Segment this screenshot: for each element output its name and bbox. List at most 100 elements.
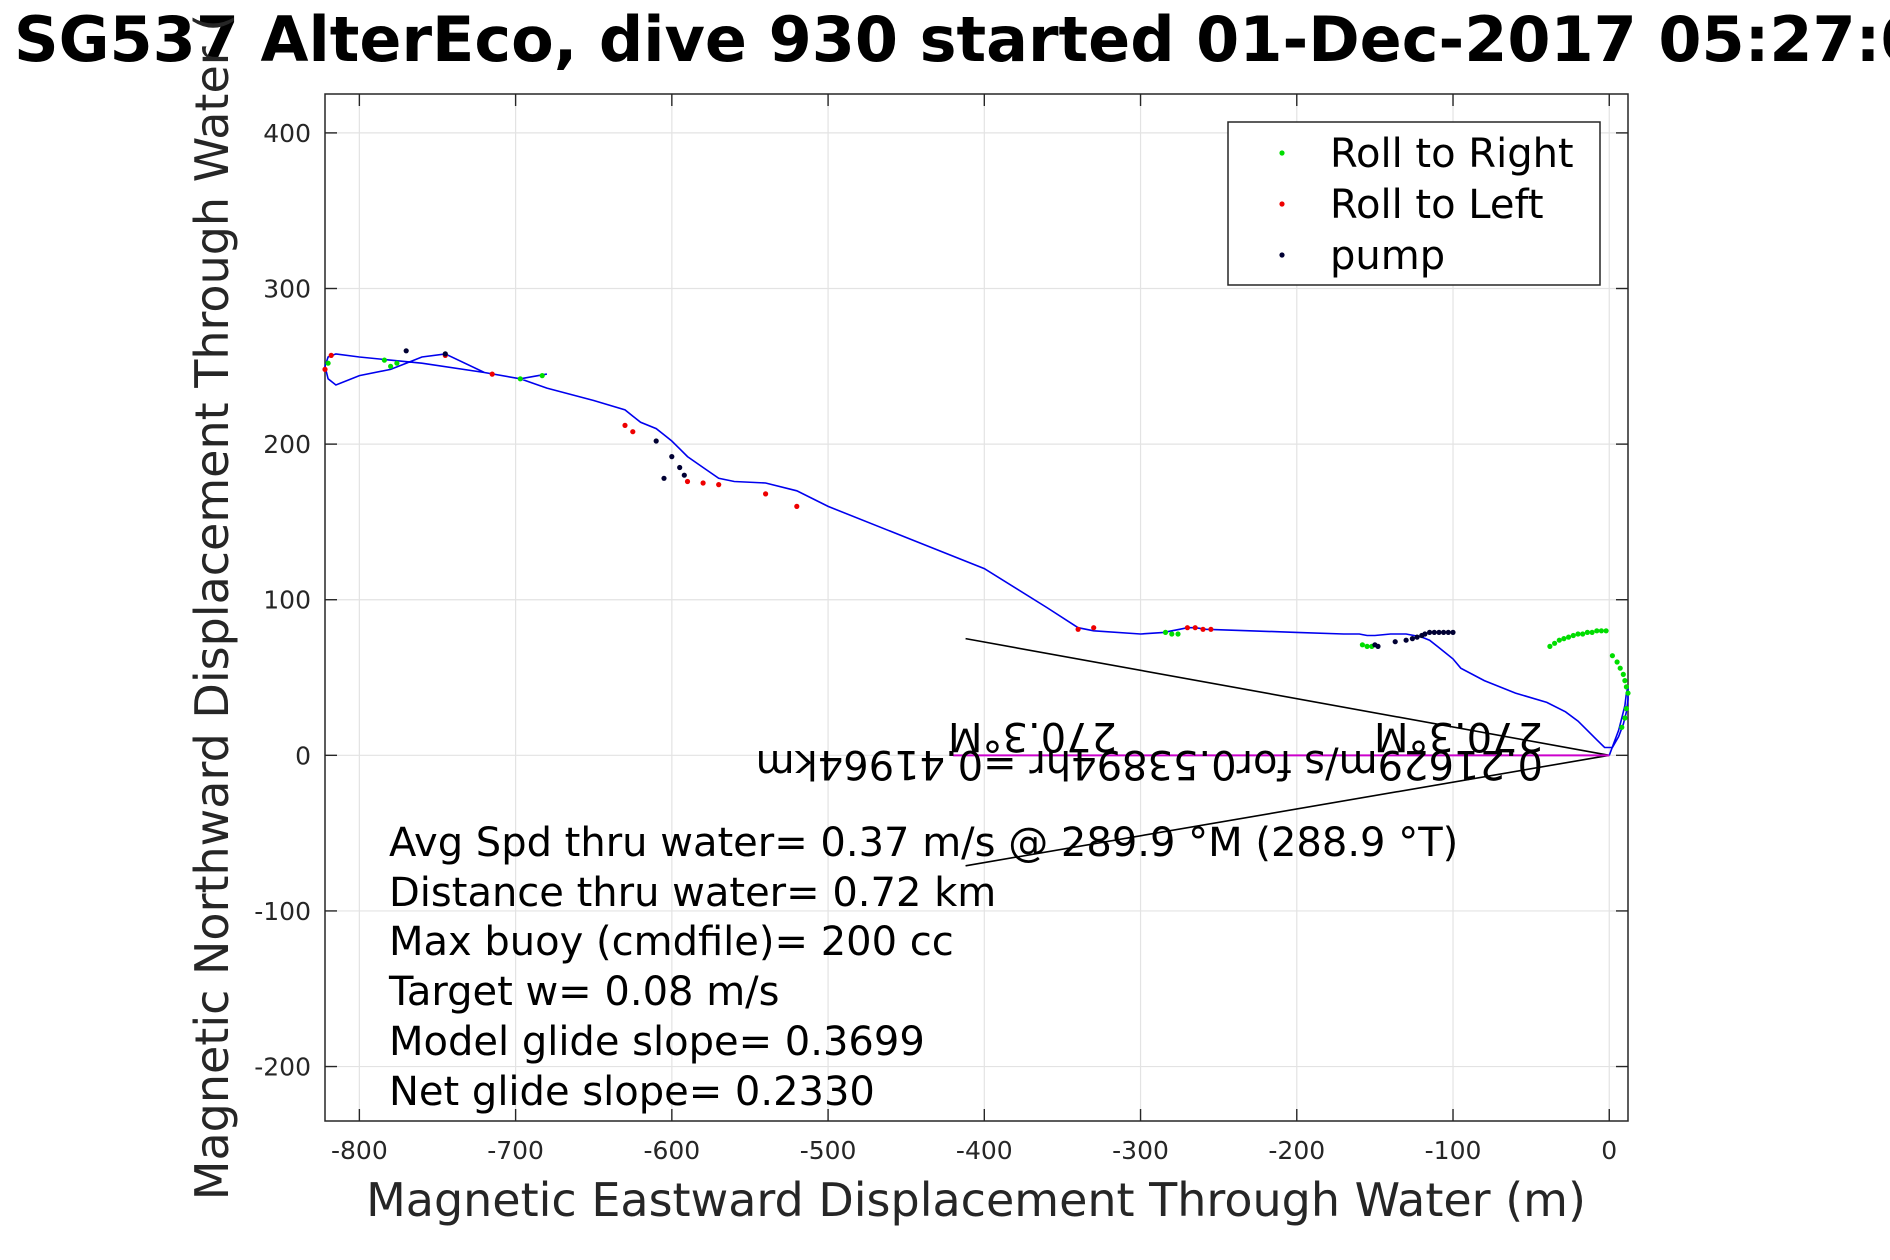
roll-right-point — [1619, 724, 1625, 730]
pump-point — [1427, 629, 1433, 636]
pump-point — [669, 454, 675, 460]
x-tick-label: -100 — [1425, 1136, 1482, 1165]
x-tick-label: -200 — [1268, 1136, 1325, 1165]
pump-point — [677, 464, 683, 471]
dive-info-block: Avg Spd thru water= 0.37 m/s @ 289.9 °M … — [388, 820, 1458, 1115]
roll-right-point — [1622, 715, 1628, 721]
pump-point — [1431, 629, 1437, 636]
legend-marker-roll-left — [1279, 201, 1285, 207]
y-axis-label: Magnetic Northward Displacement Through … — [185, 14, 239, 1200]
y-tick-label: -200 — [254, 1053, 311, 1082]
roll-right-point — [1556, 637, 1562, 643]
roll-left-point — [1075, 626, 1081, 632]
roll-left-point — [489, 371, 495, 377]
pump-point — [1419, 632, 1425, 639]
roll-right-point — [1625, 690, 1631, 696]
pump-point — [681, 472, 687, 478]
roll-right-point — [1617, 665, 1623, 671]
roll-right-point — [388, 363, 394, 369]
roll-right-point — [1603, 628, 1609, 634]
roll-left-point — [1200, 626, 1206, 632]
roll-left-point — [700, 480, 706, 486]
roll-right-point — [381, 357, 387, 363]
info-net-glide: Net glide slope= 0.2330 — [389, 1069, 875, 1115]
pump-point — [1436, 629, 1442, 636]
roll-right-point — [1359, 642, 1365, 648]
info-target-w: Target w= 0.08 m/s — [388, 969, 779, 1015]
roll-right-point — [1561, 636, 1567, 642]
roll-right-point — [1364, 643, 1370, 650]
roll-right-point — [1566, 634, 1572, 640]
roll-left-point — [1091, 625, 1097, 631]
current-speed-label: 0.21629m/s for0.53894hr =0.41964km — [756, 741, 1543, 787]
roll-right-point — [1575, 631, 1581, 637]
roll-left-point — [328, 352, 334, 358]
x-tick-label: -500 — [800, 1136, 857, 1165]
x-axis-label: Magnetic Eastward Displacement Through W… — [366, 1173, 1586, 1227]
pump-point — [653, 438, 659, 444]
roll-right-point — [1580, 631, 1586, 637]
pump-point — [403, 348, 409, 354]
x-tick-label: -800 — [331, 1136, 388, 1165]
annotation-lines — [965, 637, 1610, 867]
current-heading-label-2: 270.3°M — [948, 713, 1117, 759]
legend-marker-roll-right — [1279, 150, 1285, 156]
pump-point — [1445, 629, 1451, 636]
roll-left-point — [716, 482, 722, 488]
speed-vector-line-upper — [965, 637, 1610, 757]
info-max-buoy: Max buoy (cmdfile)= 200 cc — [389, 919, 954, 965]
legend-label-pump: pump — [1330, 233, 1445, 279]
roll-right-point — [1594, 628, 1600, 634]
x-tick-label: 0 — [1601, 1136, 1617, 1165]
legend: Roll to Right Roll to Left pump — [1227, 121, 1601, 286]
pump-point — [1450, 629, 1456, 636]
legend-marker-pump — [1279, 252, 1285, 258]
legend-label-roll-right: Roll to Right — [1330, 131, 1574, 177]
roll-right-point — [517, 376, 523, 382]
info-avg-speed: Avg Spd thru water= 0.37 m/s @ 289.9 °M … — [389, 820, 1458, 866]
roll-left-point — [1192, 625, 1198, 631]
pump-point — [1414, 634, 1420, 640]
roll-right-point — [1620, 671, 1626, 678]
pump-point — [1392, 639, 1398, 645]
roll-right-point — [1622, 678, 1628, 684]
plot-frame — [324, 93, 1629, 1122]
roll-left-point — [794, 503, 800, 509]
roll-right-point — [1598, 628, 1604, 634]
current-heading-label-1: 270.3°M — [1374, 713, 1543, 759]
roll-left-point — [1208, 626, 1214, 632]
data-layer — [322, 348, 1631, 867]
roll-right-point — [1584, 629, 1590, 636]
info-distance: Distance thru water= 0.72 km — [389, 870, 996, 916]
chart-title: SG537 AlterEco, dive 930 started 01-Dec-… — [14, 3, 1890, 76]
pump-point — [1409, 636, 1415, 642]
marker-points — [322, 348, 1631, 730]
pump-point — [1403, 637, 1409, 643]
roll-right-point — [1547, 643, 1553, 650]
roll-left-point — [684, 478, 691, 485]
roll-right-point — [325, 360, 331, 366]
legend-label-roll-left: Roll to Left — [1330, 182, 1544, 228]
y-tick-label: 0 — [295, 741, 311, 770]
roll-left-point — [763, 491, 769, 497]
axis-ticks: -800 -700 -600 -500 -400 -300 -200 -100 0 -200 -10… — [254, 94, 1628, 1165]
y-tick-label: 400 — [263, 119, 311, 148]
pump-point — [1441, 629, 1447, 636]
speed-vector-line-lower — [965, 754, 1610, 867]
legend-box — [1227, 121, 1601, 286]
roll-right-point — [1552, 640, 1558, 646]
roll-right-point — [1162, 629, 1169, 636]
roll-right-point — [539, 373, 545, 379]
roll-right-point — [1175, 631, 1181, 637]
y-tick-label: 200 — [263, 430, 311, 459]
y-tick-label: 300 — [263, 275, 311, 304]
roll-right-point — [1614, 659, 1620, 665]
x-tick-label: -700 — [487, 1136, 544, 1165]
roll-right-point — [1623, 706, 1629, 712]
x-tick-label: -600 — [643, 1136, 700, 1165]
x-tick-label: -300 — [1112, 1136, 1169, 1165]
roll-right-point — [1570, 632, 1576, 639]
roll-left-point — [622, 422, 628, 428]
x-tick-label: -400 — [956, 1136, 1013, 1165]
